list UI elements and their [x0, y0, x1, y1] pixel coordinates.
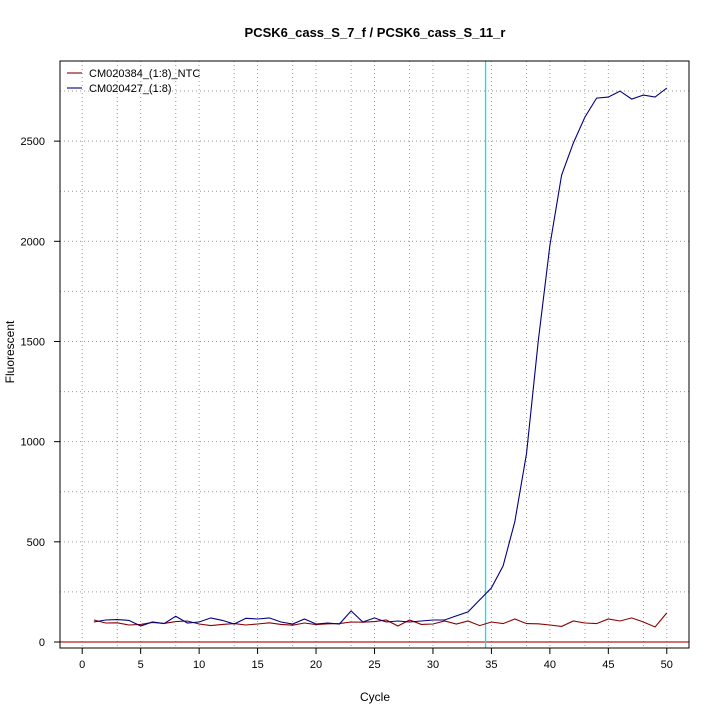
x-tick-label: 10: [193, 659, 205, 671]
x-tick-label: 25: [368, 659, 380, 671]
y-tick-label: 500: [27, 537, 45, 549]
y-tick-label: 1000: [21, 437, 45, 449]
x-tick-label: 5: [138, 659, 144, 671]
series-lines: [93, 87, 668, 628]
y-axis-label: Fluorescent: [3, 320, 17, 383]
series-line-2: [93, 87, 668, 627]
series-line-1: [93, 612, 668, 628]
chart-title: PCSK6_cass_S_7_f / PCSK6_cass_S_11_r: [245, 25, 506, 40]
y-tick-label: 2000: [21, 236, 45, 248]
x-tick-label: 0: [79, 659, 85, 671]
plot-frame: [59, 60, 690, 649]
legend-label-1: CM020384_(1:8)_NTC: [89, 68, 200, 80]
x-tick-label: 40: [544, 659, 556, 671]
y-tick-label: 2500: [21, 136, 45, 148]
x-tick-label: 30: [427, 659, 439, 671]
grid: [60, 61, 689, 648]
legend: CM020384_(1:8)_NTC CM020427_(1:8): [67, 68, 200, 95]
x-tick-label: 45: [602, 659, 614, 671]
x-axis-label: Cycle: [360, 690, 390, 704]
x-tick-label: 35: [485, 659, 497, 671]
reference-lines: [60, 61, 689, 648]
legend-label-2: CM020427_(1:8): [89, 83, 172, 95]
y-tick-label: 1500: [21, 336, 45, 348]
y-tick-label: 0: [39, 637, 45, 649]
x-tick-label: 15: [251, 659, 263, 671]
x-tick-label: 50: [661, 659, 673, 671]
x-tick-label: 20: [310, 659, 322, 671]
